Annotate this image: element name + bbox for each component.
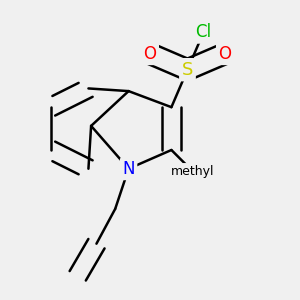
Text: methyl: methyl <box>171 165 214 178</box>
Text: Cl: Cl <box>196 23 211 41</box>
Text: O: O <box>218 45 231 63</box>
Text: O: O <box>143 45 157 63</box>
Text: S: S <box>182 61 193 79</box>
Text: N: N <box>122 160 135 178</box>
